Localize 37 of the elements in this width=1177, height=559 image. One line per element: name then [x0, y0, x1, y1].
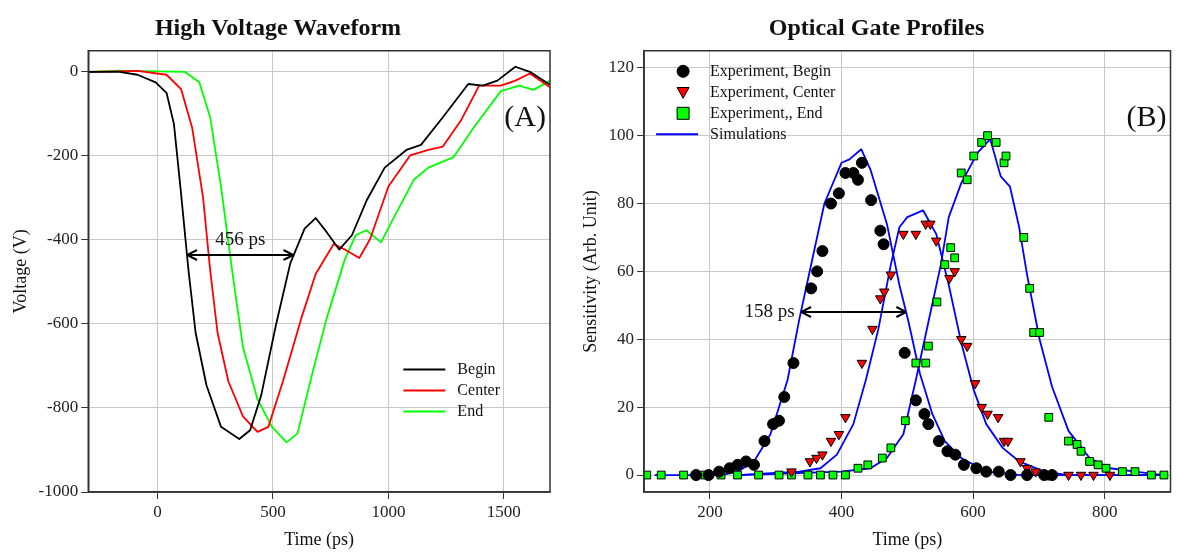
x-tick-label: 600 — [960, 501, 986, 521]
x-tick-label: 1000 — [371, 501, 406, 521]
legend-label: Begin — [457, 359, 496, 378]
legend-label: Center — [457, 380, 501, 398]
y-axis-title: Sensitivity (Arb. Unit) — [579, 190, 601, 353]
x-tick-label: 400 — [828, 501, 855, 521]
y-tick-label: 100 — [608, 125, 635, 145]
annotation: (A) — [504, 98, 546, 133]
y-tick-label: 120 — [608, 57, 635, 77]
y-tick-label: 0 — [625, 464, 635, 484]
y-tick-label: -400 — [47, 229, 79, 249]
x-axis-title: Time (ps) — [872, 528, 943, 550]
x-axis-title: Time (ps) — [284, 528, 355, 550]
legend-label: Experiment,, End — [710, 103, 823, 122]
y-tick-label: -600 — [47, 313, 79, 333]
chart-title: High Voltage Waveform — [154, 13, 402, 40]
legend-label: Simulations — [710, 124, 787, 142]
x-tick-label: 0 — [153, 501, 162, 521]
y-tick-label: 80 — [617, 192, 635, 212]
y-tick-label: 20 — [617, 396, 635, 416]
annotation: (B) — [1126, 98, 1167, 133]
y-tick-label: -800 — [47, 397, 79, 417]
legend-label: End — [457, 401, 484, 419]
x-tick-label: 200 — [697, 501, 723, 521]
legend-label: Experiment, Begin — [710, 61, 831, 80]
y-tick-label: 60 — [617, 260, 635, 280]
y-tick-label: 40 — [617, 328, 635, 348]
y-tick-label: -1000 — [38, 481, 79, 501]
chart-title: Optical Gate Profiles — [768, 13, 985, 40]
x-tick-label: 1500 — [486, 501, 521, 521]
legend-label: Experiment, Center — [710, 82, 837, 101]
y-tick-label: -200 — [47, 145, 79, 165]
annotation: 158 ps — [744, 300, 795, 322]
x-tick-label: 800 — [1091, 501, 1118, 521]
y-tick-label: 0 — [69, 61, 79, 81]
x-tick-label: 500 — [260, 501, 286, 521]
y-axis-title: Voltage (V) — [9, 229, 31, 314]
